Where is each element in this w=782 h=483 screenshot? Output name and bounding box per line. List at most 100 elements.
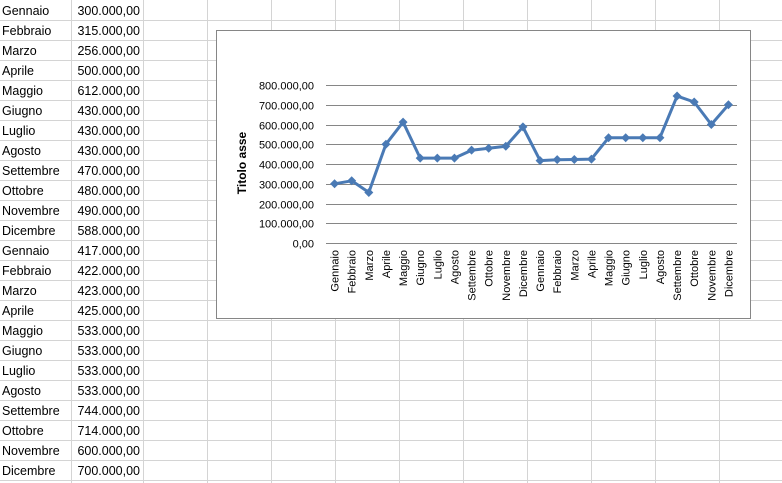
cell-month[interactable]: Dicembre (2, 224, 56, 238)
cell-value[interactable]: 744.000,00 (77, 404, 140, 418)
data-point-marker[interactable] (638, 133, 648, 143)
data-point-marker[interactable] (347, 176, 357, 186)
cell-month[interactable]: Agosto (2, 144, 41, 158)
series-line[interactable] (334, 94, 730, 194)
x-tick-label: Aprile (586, 250, 598, 278)
chart-area[interactable] (216, 30, 751, 319)
x-tick-label: Novembre (706, 250, 718, 301)
data-point-marker[interactable] (706, 120, 716, 129)
x-tick-label: Novembre (501, 250, 513, 301)
data-point-marker[interactable] (518, 122, 528, 132)
cell-value[interactable]: 480.000,00 (77, 184, 140, 198)
data-point-marker[interactable] (535, 156, 545, 166)
cell-value[interactable]: 533.000,00 (77, 344, 140, 358)
data-point-marker[interactable] (381, 139, 391, 149)
data-series[interactable] (330, 91, 733, 197)
cell-month[interactable]: Maggio (2, 84, 43, 98)
cell-value[interactable]: 256.000,00 (77, 44, 140, 58)
data-point-marker[interactable] (552, 155, 562, 165)
cell-value[interactable]: 490.000,00 (77, 204, 140, 218)
data-point-marker[interactable] (501, 141, 511, 151)
data-point-marker[interactable] (364, 187, 374, 197)
cell-value[interactable]: 430.000,00 (77, 104, 140, 118)
cell-month[interactable]: Aprile (2, 304, 34, 318)
data-point-marker[interactable] (415, 153, 425, 163)
y-axis-tick-labels: 0,00 100.000,00 200.000,00 300.000,00 400.00… (259, 81, 314, 251)
cell-value[interactable]: 315.000,00 (77, 24, 140, 38)
x-tick-label: Gennaio (330, 250, 342, 292)
data-point-marker[interactable] (604, 133, 614, 143)
cell-value[interactable]: 425.000,00 (77, 304, 140, 318)
cell-month[interactable]: Settembre (2, 164, 60, 178)
data-point-marker[interactable] (621, 133, 631, 143)
cell-value[interactable]: 470.000,00 (77, 164, 140, 178)
cell-month[interactable]: Ottobre (2, 184, 44, 198)
cell-value[interactable]: 430.000,00 (77, 144, 140, 158)
cell-month[interactable]: Ottobre (2, 424, 44, 438)
data-point-marker[interactable] (689, 97, 699, 107)
cell-value[interactable]: 700.000,00 (77, 464, 140, 478)
cell-month[interactable]: Novembre (2, 444, 60, 458)
cell-value[interactable]: 422.000,00 (77, 264, 140, 278)
cell-month[interactable]: Novembre (2, 204, 60, 218)
y-axis-title[interactable]: Titolo asse (235, 131, 249, 194)
cell-month[interactable]: Febbraio (2, 24, 51, 38)
y-tick-label: 600.000,00 (259, 121, 314, 133)
cell-value[interactable]: 533.000,00 (77, 324, 140, 338)
x-tick-label: Maggio (604, 250, 616, 286)
x-tick-label: Gennaio (535, 250, 547, 292)
data-point-marker[interactable] (723, 100, 733, 110)
data-point-marker[interactable] (586, 154, 596, 164)
cell-value[interactable]: 417.000,00 (77, 244, 140, 258)
data-point-marker[interactable] (432, 153, 442, 163)
y-tick-label: 700.000,00 (259, 101, 314, 113)
x-tick-label: Giugno (621, 250, 633, 285)
cell-month[interactable]: Giugno (2, 104, 42, 118)
y-tick-label: 200.000,00 (259, 200, 314, 212)
data-point-marker[interactable] (569, 154, 579, 164)
data-point-marker[interactable] (484, 143, 494, 153)
cell-month[interactable]: Luglio (2, 364, 35, 378)
cell-value[interactable]: 588.000,00 (77, 224, 140, 238)
cell-month[interactable]: Dicembre (2, 464, 56, 478)
x-tick-label: Settembre (467, 250, 479, 301)
data-point-marker[interactable] (330, 179, 340, 189)
cell-month[interactable]: Maggio (2, 324, 43, 338)
x-tick-label: Agosto (449, 250, 461, 284)
cell-value[interactable]: 430.000,00 (77, 124, 140, 138)
cell-month[interactable]: Gennaio (2, 244, 49, 258)
cell-month[interactable]: Marzo (2, 44, 37, 58)
cell-values: Gennaio 300.000,00 Febbraio 315.000,00 Marzo… (2, 4, 140, 478)
x-tick-label: Agosto (655, 250, 667, 284)
cell-month[interactable]: Marzo (2, 284, 37, 298)
cell-month[interactable]: Aprile (2, 64, 34, 78)
data-point-marker[interactable] (449, 153, 459, 163)
x-tick-label: Settembre (672, 250, 684, 301)
cell-month[interactable]: Giugno (2, 344, 42, 358)
x-tick-label: Marzo (569, 250, 581, 281)
x-tick-label: Febbraio (347, 250, 359, 293)
cell-value[interactable]: 500.000,00 (77, 64, 140, 78)
data-point-marker[interactable] (655, 133, 665, 143)
cell-value[interactable]: 714.000,00 (77, 424, 140, 438)
cell-month[interactable]: Gennaio (2, 4, 49, 18)
x-tick-label: Dicembre (518, 250, 530, 297)
cell-value[interactable]: 423.000,00 (77, 284, 140, 298)
data-point-marker[interactable] (672, 91, 682, 101)
data-point-marker[interactable] (467, 145, 477, 155)
cell-month[interactable]: Luglio (2, 124, 35, 138)
x-tick-label: Maggio (398, 250, 410, 286)
cell-month[interactable]: Agosto (2, 384, 41, 398)
cell-value[interactable]: 600.000,00 (77, 444, 140, 458)
cell-month[interactable]: Febbraio (2, 264, 51, 278)
cell-value[interactable]: 300.000,00 (77, 4, 140, 18)
y-tick-label: 800.000,00 (259, 81, 314, 93)
x-tick-label: Giugno (415, 250, 427, 285)
cell-value[interactable]: 533.000,00 (77, 384, 140, 398)
chart-object[interactable]: 0,00 100.000,00 200.000,00 300.000,00 400.00… (216, 30, 751, 319)
cell-value[interactable]: 612.000,00 (77, 84, 140, 98)
cell-value[interactable]: 533.000,00 (77, 364, 140, 378)
data-point-marker[interactable] (398, 117, 408, 127)
cell-month[interactable]: Settembre (2, 404, 60, 418)
